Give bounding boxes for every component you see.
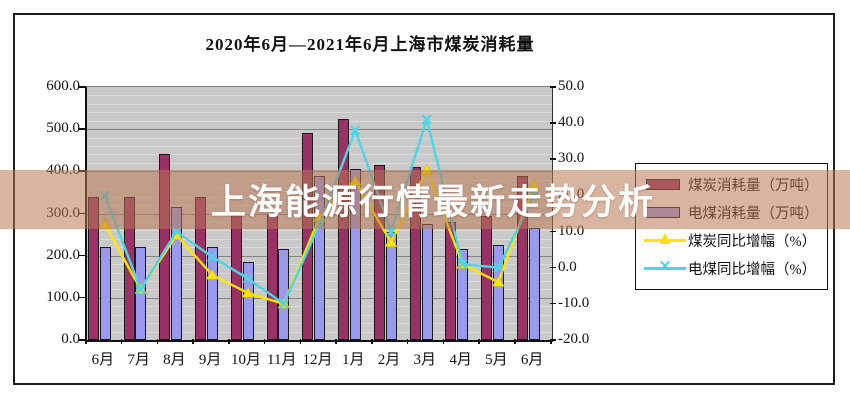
power-coal-consumption-bar	[457, 249, 469, 340]
legend-line	[644, 239, 686, 242]
x-marker	[242, 273, 254, 284]
triangle-marker	[492, 276, 505, 287]
minor-gridline	[87, 103, 552, 105]
x-marker-glyph: ×	[657, 256, 673, 276]
minor-gridline	[87, 146, 552, 148]
x-axis-tick	[550, 339, 552, 344]
coal-consumption-bar	[409, 167, 421, 340]
x-marker	[421, 114, 432, 125]
x-marker	[135, 284, 146, 295]
legend-label: 电煤同比增幅（%）	[688, 261, 817, 278]
month-label: 7月	[127, 352, 150, 368]
right-axis-tick	[550, 230, 556, 233]
power-coal-consumption-bar	[242, 262, 254, 340]
x-axis-tick	[478, 339, 480, 344]
right-axis-tick-label: 40.0	[558, 114, 585, 131]
coal-consumption-bar	[373, 165, 385, 340]
month-label: 12月	[302, 352, 333, 368]
triangle-marker	[205, 268, 219, 280]
triangle-marker	[241, 287, 255, 298]
x-axis-tick	[156, 339, 159, 344]
legend-line	[644, 267, 686, 270]
right-axis-tick-label: -10.0	[558, 294, 590, 311]
right-axis-tick	[550, 86, 556, 88]
legend-x-line-icon: ×	[644, 256, 688, 276]
month-label: 8月	[163, 352, 186, 368]
x-axis-tick	[228, 339, 230, 344]
x-axis-tick	[514, 339, 516, 344]
legend-item: ▲ 煤炭同比增幅（%）	[636, 226, 827, 254]
left-axis-tick-label: 0.0	[61, 331, 80, 347]
left-axis-tick	[79, 339, 85, 341]
x-axis-tick	[371, 339, 373, 344]
x-axis-tick	[442, 339, 445, 344]
chart-title: 2020年6月—2021年6月上海市煤炭消耗量	[205, 35, 535, 54]
minor-gridline	[87, 95, 552, 97]
x-marker	[457, 259, 468, 270]
right-axis-tick-label: 50.0	[558, 78, 585, 94]
plot-area	[85, 86, 553, 342]
x-axis-tick	[120, 339, 123, 344]
month-label: 5月	[485, 352, 508, 368]
x-marker	[278, 298, 289, 309]
legend-item: × 电煤同比增幅（%）	[636, 254, 827, 282]
right-axis-tick-label: -20.0	[558, 331, 590, 347]
x-marker	[493, 262, 504, 273]
month-label: 1月	[342, 352, 365, 368]
x-axis-tick	[406, 339, 409, 344]
month-label: 10月	[230, 352, 261, 368]
right-axis-tick	[550, 122, 556, 124]
right-axis-tick	[550, 158, 556, 160]
month-label: 3月	[413, 352, 437, 368]
triangle-marker-glyph: ▲	[660, 231, 670, 246]
month-label: 2月	[377, 352, 401, 368]
left-axis-tick-label: 600.0	[46, 78, 80, 94]
left-axis-tick	[79, 128, 85, 130]
month-label: 9月	[198, 352, 222, 368]
right-axis-tick-label: 30.0	[558, 150, 585, 167]
power-coal-consumption-bar	[99, 247, 111, 340]
left-axis-tick-label: 200.0	[46, 246, 80, 263]
right-axis-tick-label: 0.0	[558, 258, 577, 275]
watermark-band: 上海能源行情最新走势分析	[0, 170, 850, 229]
watermark-text: 上海能源行情最新走势分析	[210, 183, 655, 222]
x-marker	[350, 125, 361, 136]
right-axis-tick	[550, 266, 556, 269]
month-label: 6月	[520, 352, 544, 368]
power-coal-consumption-bar	[349, 169, 361, 340]
power-coal-consumption-bar	[493, 245, 505, 340]
minor-gridline	[87, 120, 552, 122]
power-coal-consumption-bar	[206, 247, 218, 340]
minor-gridline	[87, 137, 552, 139]
right-axis-tick	[550, 339, 556, 341]
left-axis-tick-label: 100.0	[46, 288, 80, 305]
coal-consumption-bar	[338, 118, 350, 340]
left-axis-tick	[79, 254, 85, 257]
x-axis-tick	[335, 339, 337, 344]
month-label: 4月	[449, 352, 472, 368]
minor-gridline	[87, 112, 552, 114]
triangle-marker	[384, 236, 398, 247]
x-axis-tick	[192, 339, 194, 344]
minor-gridline	[87, 162, 552, 164]
left-axis-tick-label: 500.0	[46, 120, 80, 137]
x-marker	[207, 251, 218, 262]
legend-triangle-line-icon: ▲	[644, 231, 688, 248]
minor-gridline	[87, 154, 552, 156]
left-axis-tick	[79, 86, 85, 88]
month-label: 6月	[91, 352, 115, 368]
legend-label: 煤炭同比增幅（%）	[688, 233, 817, 250]
x-axis-tick	[85, 339, 87, 344]
left-axis-tick	[79, 296, 85, 299]
major-gridline	[87, 129, 552, 131]
month-label: 11月	[267, 352, 297, 368]
x-axis-tick	[299, 339, 302, 344]
x-axis-tick	[263, 339, 266, 344]
right-axis-tick	[550, 302, 556, 305]
